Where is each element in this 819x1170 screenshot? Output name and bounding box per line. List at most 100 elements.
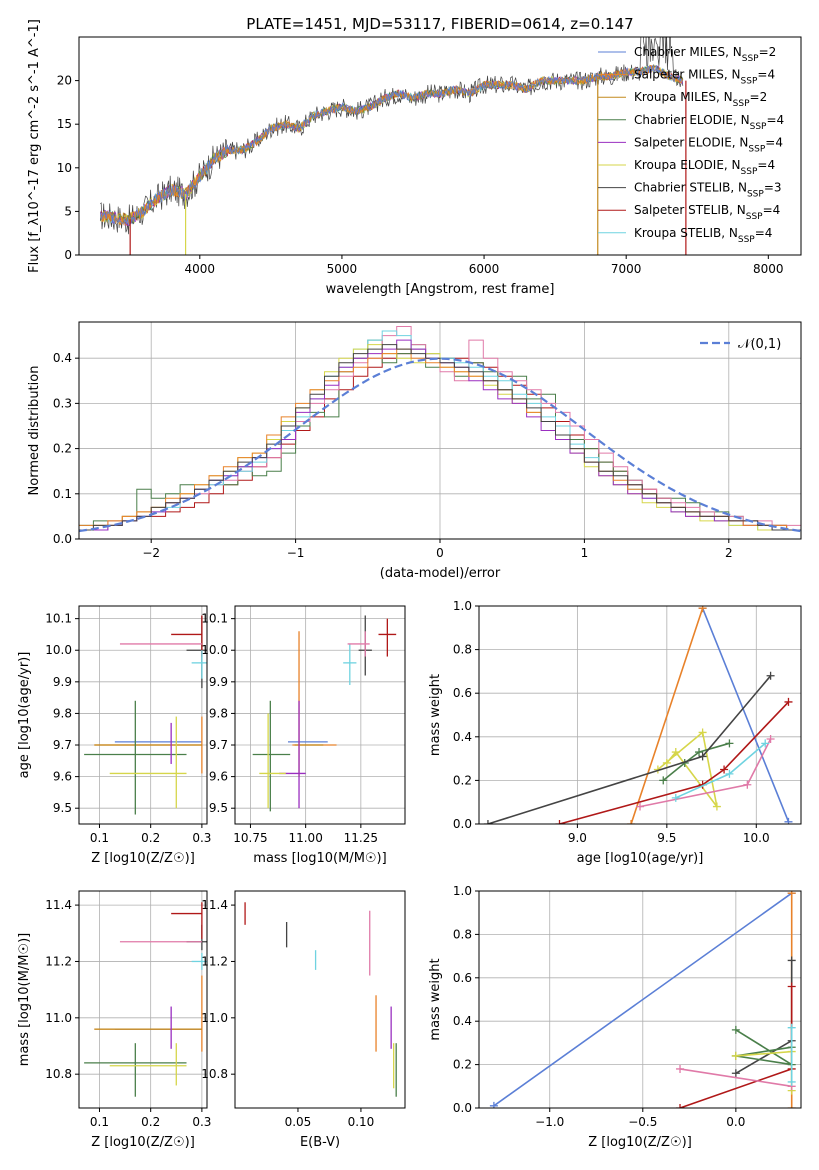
weight-marker — [784, 697, 793, 706]
weight-marker — [743, 780, 752, 789]
y-tick-label: 11.2 — [201, 954, 228, 968]
y-tick-label: 0.0 — [53, 532, 72, 546]
y-tick-label: 9.6 — [53, 770, 72, 784]
weight-marker — [720, 765, 729, 774]
panel-age-vs-Z: 0.1 0.2 0.3 9.5 9.6 9.7 9.8 9.9 10.0 10.1 Z [log10… — [17, 605, 211, 866]
y-tick-label: 0.1 — [53, 487, 72, 501]
x-tick-label: 2 — [725, 546, 733, 560]
weight-marker — [627, 820, 636, 824]
y-tick-label: 9.8 — [209, 706, 228, 720]
y-tick-label: 9.8 — [53, 706, 72, 720]
weight-marker — [676, 1104, 685, 1108]
x-tick-label: −0.5 — [628, 1115, 657, 1129]
weight-marker — [636, 802, 644, 811]
y-axis-label: mass weight — [428, 674, 443, 756]
axes-frame — [478, 890, 802, 1109]
legend-label: Chabrier ELODIE, NSSP=4 — [634, 113, 784, 132]
weight-marker — [731, 1069, 740, 1078]
y-tick-label: 0.4 — [453, 730, 472, 744]
y-tick-label: 0.8 — [453, 643, 472, 657]
x-tick-label: 0.05 — [285, 1115, 312, 1129]
y-tick-label: 1.0 — [453, 599, 472, 613]
weight-marker — [731, 1025, 740, 1034]
x-tick-label: 1 — [581, 546, 589, 560]
y-tick-label: 9.5 — [209, 801, 228, 815]
x-axis-label: wavelength [Angstrom, rest frame] — [326, 282, 555, 297]
y-tick-label: 9.5 — [53, 801, 72, 815]
weight-marker — [698, 606, 707, 613]
y-tick-label: 11.4 — [45, 898, 72, 912]
y-axis-label: mass [log10(M/M☉)] — [17, 933, 32, 1066]
weight-marker — [766, 734, 775, 743]
y-tick-label: 10.0 — [45, 643, 72, 657]
panel-mass-weight-vs-age: 9.0 9.5 10.0 0.0 0.2 0.4 0.6 0.8 1.0 age [log10(a… — [428, 599, 802, 866]
weight-marker — [695, 748, 704, 757]
panel-age-vs-mass: 10.75 11.00 11.25 9.5 9.6 9.7 9.8 9.9 10.0 10.1 ma… — [201, 605, 406, 866]
y-tick-label: 11.0 — [45, 1011, 72, 1025]
weight-marker — [787, 1104, 796, 1108]
y-axis-label: Normed distribution — [27, 366, 42, 496]
panel-mass-weight-vs-Z: −1.0 −0.5 0.0 0.0 0.2 0.4 0.6 0.8 1.0 Z [log10(Z/… — [428, 884, 802, 1150]
y-tick-label: 0.6 — [453, 971, 472, 985]
axes-frame — [234, 890, 406, 1109]
normal-curve — [79, 357, 801, 533]
x-tick-label: 11.25 — [344, 831, 378, 845]
weight-marker — [676, 1064, 685, 1073]
weight-marker — [671, 793, 680, 802]
axes-frame — [78, 605, 208, 825]
plot-area — [489, 891, 796, 1108]
weight-line — [662, 742, 730, 782]
x-tick-label: 0.1 — [90, 831, 109, 845]
x-axis-label: (data-model)/error — [380, 566, 501, 581]
plot-area — [99, 37, 687, 255]
x-tick-label: 7000 — [611, 262, 642, 276]
y-tick-label: 15 — [57, 117, 72, 131]
weight-marker — [489, 1101, 498, 1108]
weight-marker — [787, 1023, 796, 1032]
x-axis-label: mass [log10(M/M☉)] — [253, 851, 386, 866]
plot-area — [84, 615, 207, 815]
y-tick-label: 11.2 — [45, 954, 72, 968]
x-tick-label: 9.5 — [657, 831, 676, 845]
y-tick-label: 9.9 — [53, 675, 72, 689]
x-tick-label: 0.3 — [192, 1115, 211, 1129]
weight-marker — [761, 739, 770, 748]
y-tick-label: 0.6 — [453, 686, 472, 700]
x-axis-label: Z [log10(Z/Z☉)] — [588, 1135, 692, 1150]
y-axis-label: age [log10(age/yr)] — [17, 652, 32, 779]
x-tick-label: 8000 — [753, 262, 784, 276]
panel-mass-vs-ebv: 0.05 0.10 10.8 11.0 11.2 11.4 E(B-V) — [201, 890, 406, 1150]
y-tick-label: 10.1 — [45, 612, 72, 626]
legend-label: Kroupa MILES, NSSP=2 — [634, 90, 767, 109]
y-tick-label: 1.0 — [453, 884, 472, 898]
weight-line — [487, 675, 772, 824]
axes-frame — [234, 605, 406, 825]
y-tick-label: 11.4 — [201, 898, 228, 912]
weight-marker — [659, 776, 668, 785]
y-axis-label: Flux [f_λ10^-17 erg cm^-2 s^-1 A^-1] — [27, 19, 42, 273]
x-axis-label: E(B-V) — [300, 1135, 340, 1150]
weight-marker — [671, 748, 680, 757]
plot-area — [252, 615, 397, 812]
legend-label: Salpeter MILES, NSSP=4 — [634, 68, 775, 87]
plot-area — [79, 326, 801, 533]
weight-marker — [787, 891, 796, 898]
plot-area — [84, 902, 207, 1097]
weight-line — [630, 607, 704, 824]
panel-residuals: 𝒩(0,1) −2 −1 0 1 2 0.0 0.1 0.2 0.3 0.4 (data-model)… — [27, 321, 802, 581]
x-tick-label: 9.0 — [568, 831, 587, 845]
weight-marker — [784, 817, 793, 824]
y-tick-label: 10 — [57, 161, 72, 175]
x-axis-label: Z [log10(Z/Z☉)] — [91, 1135, 195, 1150]
panel-spectrum: Chabrier MILES, NSSP=2 Salpeter MILES, NS… — [27, 19, 802, 297]
x-tick-label: 0.10 — [348, 1115, 375, 1129]
y-tick-label: 9.7 — [53, 738, 72, 752]
y-tick-label: 0.2 — [53, 442, 72, 456]
spectrum-line — [100, 37, 684, 235]
weight-marker — [662, 758, 671, 767]
y-tick-label: 9.9 — [209, 675, 228, 689]
y-tick-label: 0 — [64, 248, 72, 262]
weight-marker — [787, 982, 796, 991]
y-tick-label: 5 — [64, 204, 72, 218]
